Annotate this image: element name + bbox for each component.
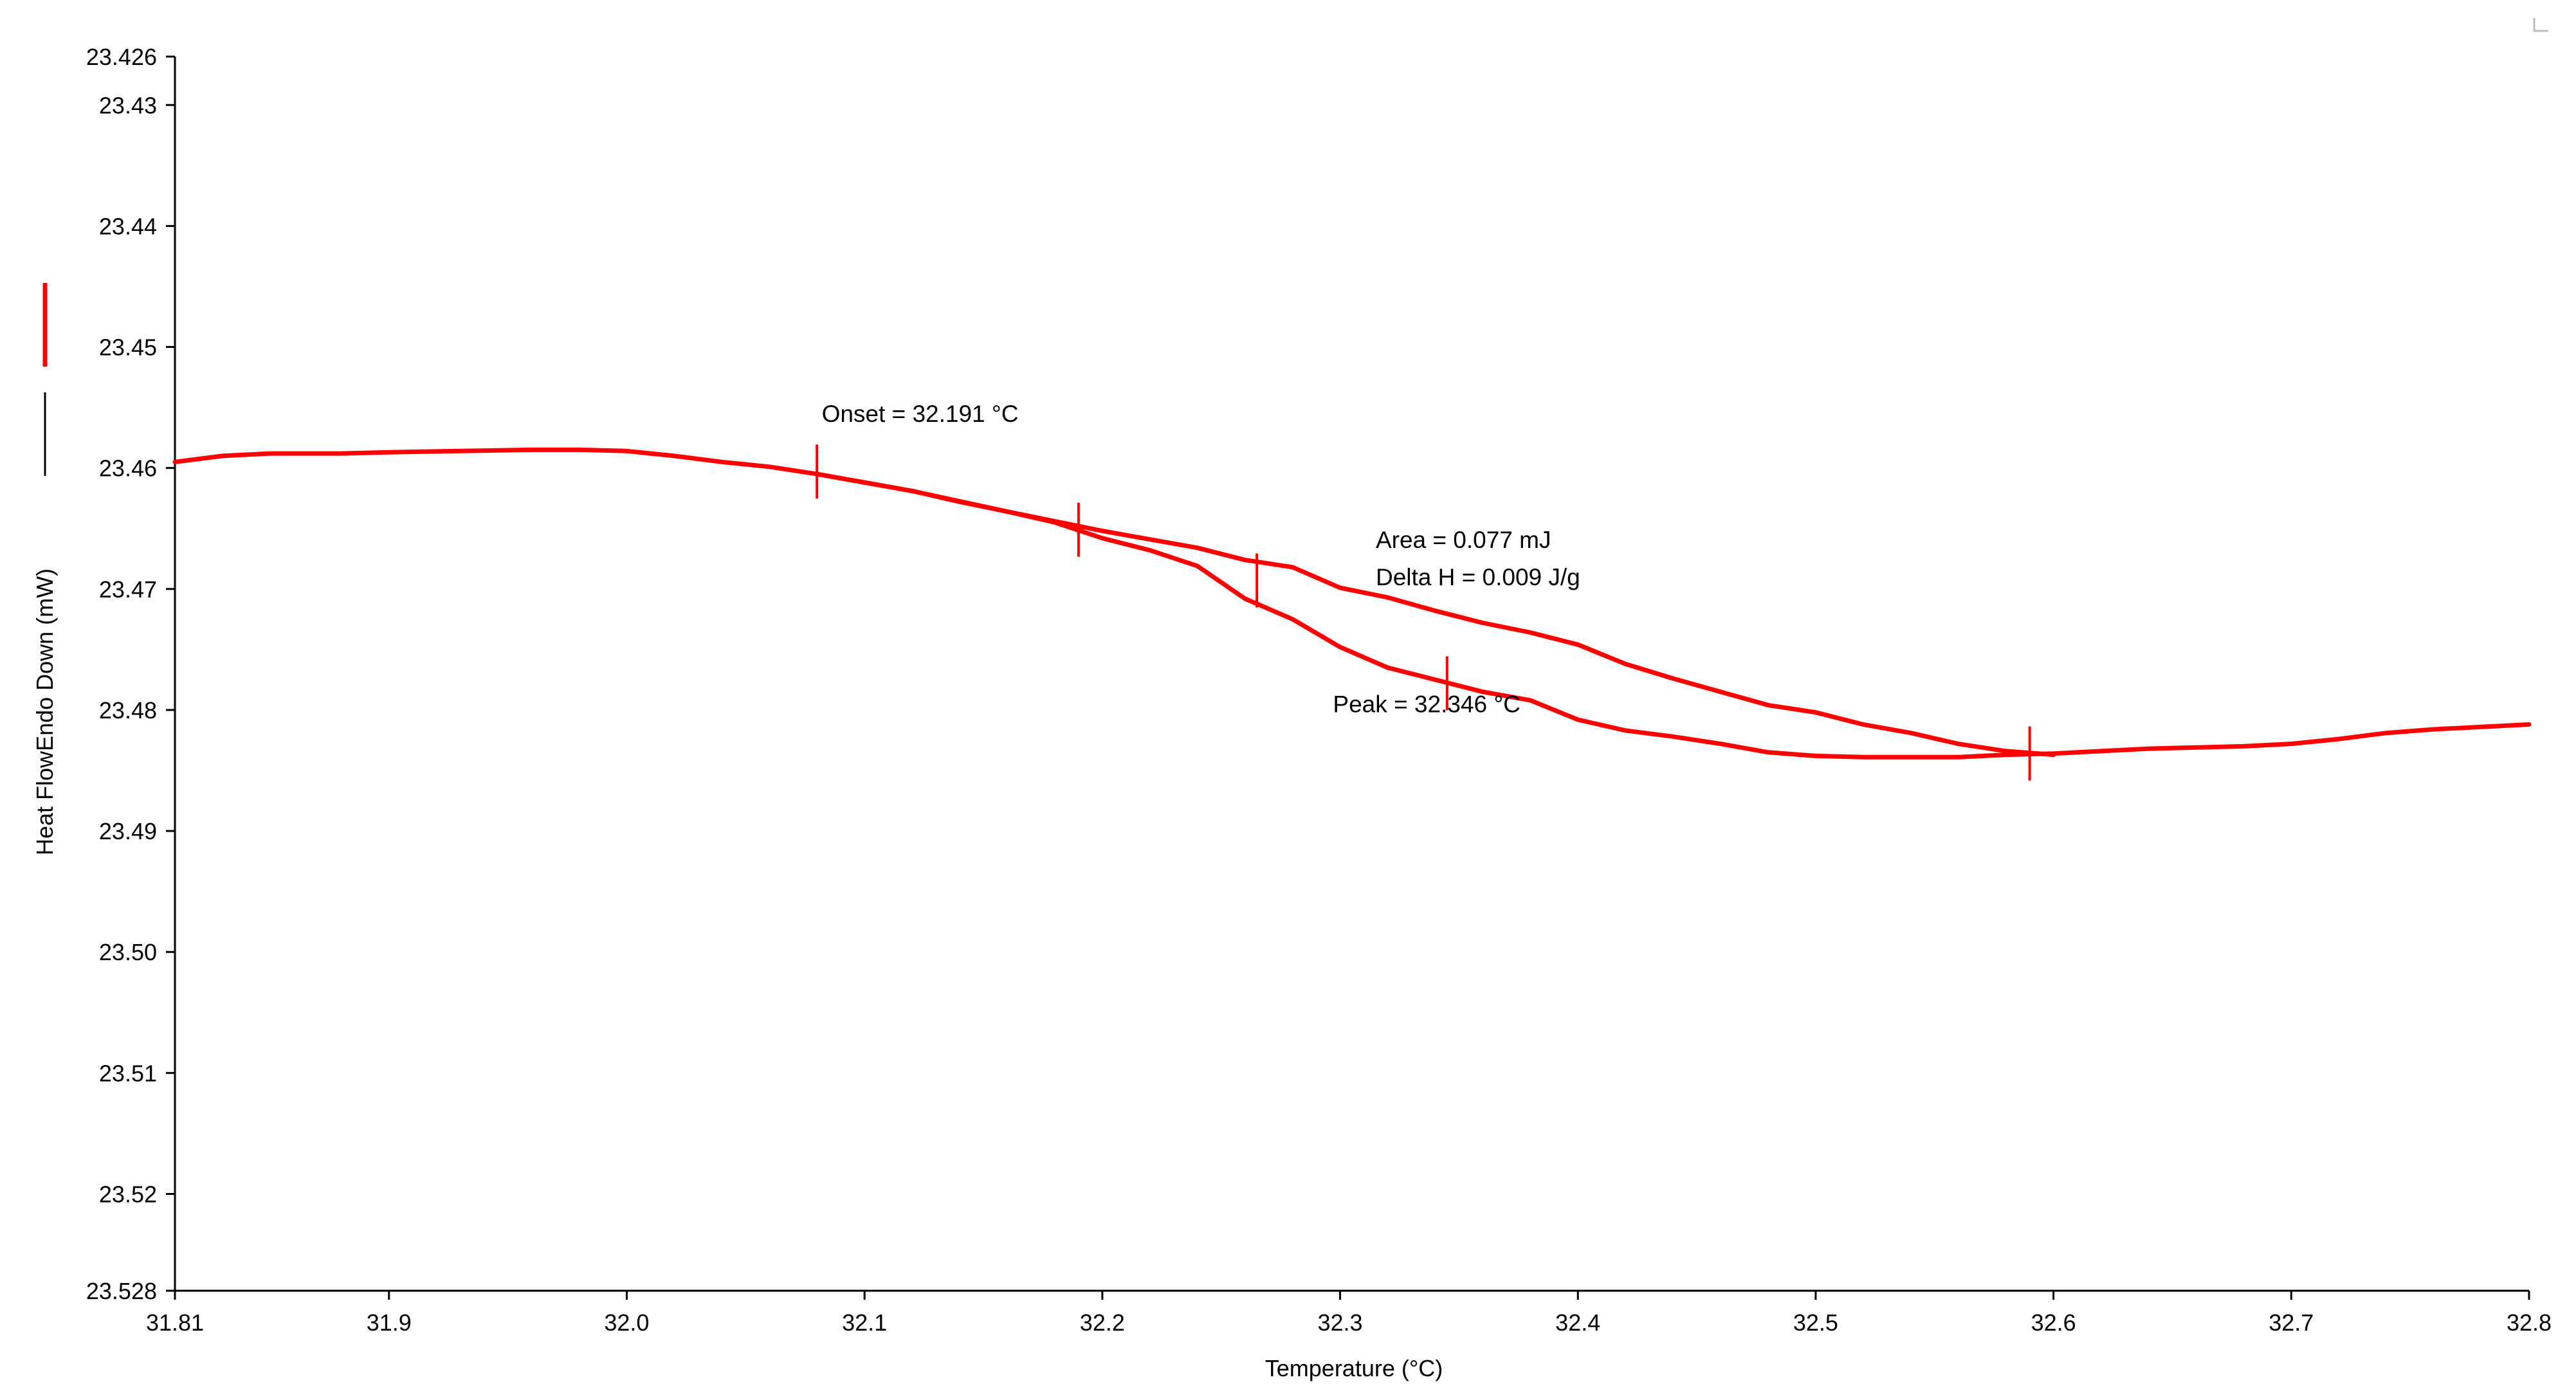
axes <box>174 57 2529 1292</box>
annotations: Onset = 32.191 °C Area = 0.077 mJ Delta H … <box>822 401 1580 718</box>
y-axis-label: Heat FlowEndo Down (mW) <box>32 569 58 855</box>
x-axis-label: Temperature (°C) <box>1265 1355 1443 1381</box>
y-tick-label: 23.52 <box>99 1181 157 1207</box>
x-ticks: 31.81 31.9 32.0 32.1 32.2 32.3 32.4 32.5 32.6 32.… <box>146 1291 2552 1336</box>
y-ticks: 23.426 23.43 23.44 23.45 23.46 23.47 23.48 23.4… <box>86 44 175 1304</box>
y-tick-label: 23.45 <box>99 334 157 361</box>
y-tick-label: 23.46 <box>99 455 157 482</box>
y-tick-label: 23.48 <box>99 697 157 724</box>
y-axis-label-group: Heat FlowEndo Down (mW) <box>32 569 58 855</box>
annotation-2: Area = 0.077 mJ <box>1376 527 1551 553</box>
x-tick-label: 32.7 <box>2269 1309 2314 1336</box>
annotation-3: Delta H = 0.009 J/g <box>1376 564 1580 590</box>
x-tick-label: 32.0 <box>604 1309 649 1336</box>
x-tick-label: 32.3 <box>1317 1309 1362 1336</box>
x-tick-label: 32.1 <box>842 1309 887 1336</box>
x-tick-label: 32.8 <box>2507 1309 2552 1336</box>
y-tick-label: 23.47 <box>99 576 157 603</box>
y-tick-label: 23.43 <box>99 92 157 118</box>
x-tick-label: 32.2 <box>1080 1309 1125 1336</box>
y-tick-label: 23.44 <box>99 213 157 239</box>
markers <box>816 444 2031 781</box>
annotation-1: Onset = 32.191 °C <box>822 401 1019 427</box>
x-tick-label: 32.4 <box>1555 1309 1600 1336</box>
series-layer <box>172 447 2532 760</box>
y-tick-label: 23.528 <box>86 1278 157 1304</box>
y-tick-label: 23.50 <box>99 939 157 965</box>
x-tick-label: 31.81 <box>146 1309 204 1336</box>
x-tick-label: 32.6 <box>2031 1309 2076 1336</box>
y-tick-label: 23.426 <box>86 44 157 70</box>
x-tick-label: 31.9 <box>367 1309 412 1336</box>
corner-mark-icon <box>2533 18 2548 32</box>
series-line-2 <box>814 471 2056 758</box>
y-tick-label: 23.49 <box>99 818 157 844</box>
x-tick-label: 32.5 <box>1793 1309 1838 1336</box>
y-tick-label: 23.51 <box>99 1060 157 1086</box>
annotation-4: Peak = 32.346 °C <box>1333 691 1520 718</box>
series-line-1 <box>172 447 2532 760</box>
